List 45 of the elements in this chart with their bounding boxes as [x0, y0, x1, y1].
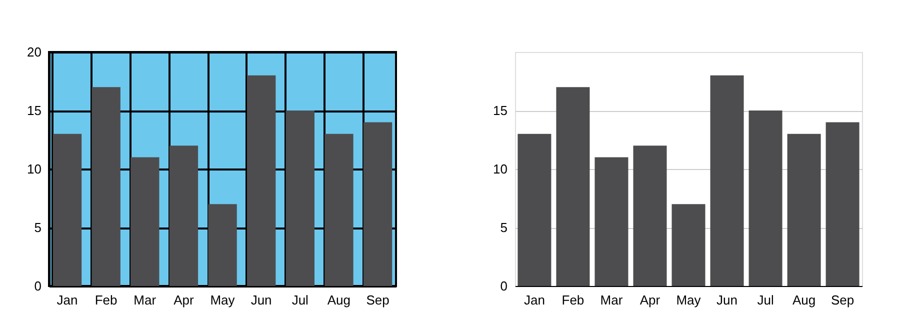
x-tick-label: Aug [792, 292, 816, 308]
x-tick-label: Apr [640, 292, 661, 308]
x-tick-label: Sep [830, 292, 854, 308]
x-tick-label: Jan [524, 292, 545, 308]
y-tick-label: 15 [493, 103, 508, 118]
bar [208, 204, 237, 286]
x-tick-label: Mar [134, 292, 157, 308]
bar [633, 146, 667, 286]
x-tick-label: Mar [600, 292, 624, 308]
x-tick-label: Feb [562, 292, 584, 308]
y-tick-label: 10 [27, 162, 42, 176]
bar [169, 146, 198, 286]
x-tick-label: Jul [757, 292, 774, 308]
bar [286, 110, 314, 286]
x-tick-label: Feb [94, 292, 118, 308]
x-tick-label: Sep [366, 292, 390, 308]
y-tick-label: 5 [34, 220, 42, 235]
x-tick-label: May [676, 292, 702, 308]
y-tick-label: 15 [27, 103, 42, 118]
bar [130, 157, 160, 286]
bar [710, 75, 744, 286]
y-tick-label: 20 [27, 44, 42, 60]
bar [556, 87, 590, 286]
bar [787, 134, 821, 286]
y-tick-label: 10 [493, 162, 508, 176]
bar [246, 75, 276, 286]
x-tick-label: Jan [56, 292, 78, 308]
x-tick-label: Jun [250, 292, 272, 308]
bar [52, 134, 82, 286]
x-tick-label: May [210, 292, 236, 308]
bar [672, 204, 706, 286]
x-tick-label: Jul [292, 292, 309, 308]
bar [748, 110, 782, 286]
bar [363, 122, 392, 286]
y-tick-label: 0 [34, 278, 42, 294]
y-tick-label: 0 [500, 278, 508, 294]
bar [518, 134, 552, 286]
bar [594, 157, 628, 286]
x-tick-label: Aug [327, 292, 351, 308]
bar [826, 122, 860, 286]
x-tick-label: Apr [174, 292, 194, 308]
bar [92, 87, 120, 286]
x-tick-label: Jun [716, 292, 738, 308]
y-tick-label: 5 [500, 220, 508, 235]
bar [324, 134, 354, 286]
